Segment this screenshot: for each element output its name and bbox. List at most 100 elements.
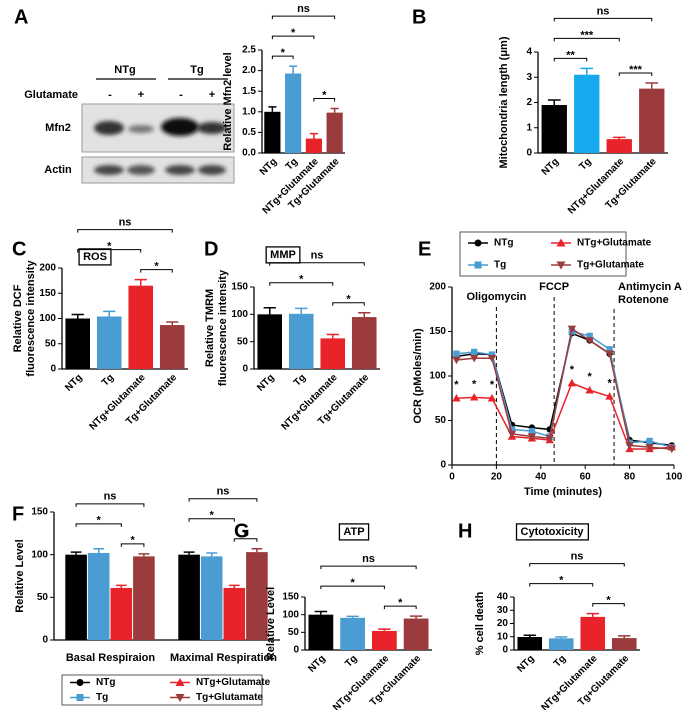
significance-label: * [243, 530, 248, 542]
error-bar [618, 635, 631, 639]
significance-label: * [346, 294, 351, 306]
y-tick-label: 100 [231, 309, 248, 320]
significance-label: * [472, 378, 477, 390]
legend-label: NTg+Glutamate [577, 238, 652, 249]
x-axis-label: Time (minutes) [524, 486, 602, 498]
marker [488, 351, 496, 358]
significance-bracket [332, 302, 365, 306]
x-tick-label: NTg [258, 156, 280, 178]
marker [474, 261, 482, 269]
significance-bracket [320, 585, 385, 590]
panel-letter: E [418, 238, 431, 260]
panel-letter: D [204, 238, 218, 260]
chart-title: ATP [343, 526, 364, 538]
y-tick-label: 200 [429, 282, 446, 293]
error-bar [555, 636, 568, 639]
x-tick-label: 60 [580, 472, 592, 483]
x-tick-label: Tg [552, 653, 568, 669]
bar [548, 638, 574, 650]
y-axis-label: OCR (pMoles/min) [412, 328, 424, 424]
x-tick-label: 0 [449, 472, 455, 483]
legend-label: Tg [494, 260, 506, 271]
significance-bracket [553, 57, 588, 62]
error-bar [228, 584, 240, 588]
y-tick-label: 1.5 [242, 86, 256, 97]
y-axis-label: Relative Mfn2 level [222, 52, 234, 150]
x-tick-label: 40 [535, 472, 547, 483]
blot-row-label: Actin [44, 164, 72, 176]
series-line [456, 332, 672, 447]
x-tick-label: Tg [343, 653, 359, 669]
marker [452, 356, 461, 365]
marker [508, 426, 516, 433]
x-tick-label: 100 [666, 472, 683, 483]
error-bar [309, 132, 318, 139]
marker [487, 355, 497, 363]
x-tick-label: Tg [577, 156, 593, 172]
significance-bracket [553, 37, 620, 42]
marker [625, 442, 634, 450]
error-bar [346, 615, 359, 618]
y-tick-label: 50 [288, 627, 300, 638]
marker [487, 394, 497, 402]
bar [264, 111, 281, 153]
error-bar [115, 584, 127, 588]
significance-bracket [233, 538, 258, 542]
panel-letter: B [412, 6, 426, 28]
significance-bracket [271, 35, 315, 40]
y-tick-label: 150 [31, 507, 48, 518]
y-tick-label: 0 [42, 635, 48, 646]
treatment-label: Glutamate [24, 89, 78, 101]
marker [453, 350, 460, 357]
legend-label: Tg+Glutamate [577, 260, 644, 271]
western-blot: NTg Tg Glutamate - + - + Mfn2 Actin [24, 64, 235, 184]
marker [606, 346, 613, 353]
bar [288, 313, 314, 369]
x-tick-label: NTg [63, 372, 85, 394]
y-tick-label: 40 [497, 592, 509, 603]
bar [320, 338, 346, 369]
marker [470, 355, 479, 363]
bar [65, 554, 87, 640]
sign: - [179, 89, 183, 101]
significance-bracket [271, 55, 294, 60]
error-bar [409, 615, 423, 619]
y-axis-label: Relative Level [14, 539, 26, 612]
error-bar [134, 278, 147, 286]
band [128, 125, 154, 133]
x-tick-label: NTg [255, 372, 277, 394]
annotation-label: Antimycin A [618, 281, 682, 293]
significance-label: ns [119, 217, 132, 229]
y-axis-label: Relative TMRM [204, 289, 216, 367]
y-tick-label: 100 [39, 313, 56, 324]
significance-label: ns [217, 486, 230, 498]
marker [76, 694, 84, 701]
bar [96, 316, 122, 369]
significance-bracket [320, 565, 417, 570]
y-tick-label: 2.5 [242, 45, 256, 56]
error-bar [378, 628, 391, 631]
y-axis-label: fluorescence intensity [25, 260, 37, 377]
bar [403, 618, 429, 650]
error-bar [580, 67, 594, 75]
error-bar [183, 551, 195, 555]
marker [175, 678, 185, 686]
error-bar [206, 552, 218, 557]
sign: - [108, 89, 112, 101]
band [165, 165, 195, 175]
y-axis-label: Mitochondria length (μm) [498, 36, 510, 168]
blot-row-label: Mfn2 [45, 122, 71, 134]
marker [471, 348, 478, 356]
bar [611, 638, 637, 650]
significance-bracket [592, 603, 625, 607]
significance-bracket [75, 523, 122, 527]
band [94, 121, 124, 135]
y-tick-label: 0 [242, 364, 248, 375]
band [161, 118, 199, 136]
x-tick-label: Tg [100, 372, 116, 388]
y-tick-label: 50 [37, 592, 49, 603]
error-bar [612, 136, 626, 140]
y-tick-label: 2 [526, 97, 532, 108]
y-tick-label: 0 [526, 148, 532, 159]
y-tick-label: 4 [526, 47, 532, 58]
